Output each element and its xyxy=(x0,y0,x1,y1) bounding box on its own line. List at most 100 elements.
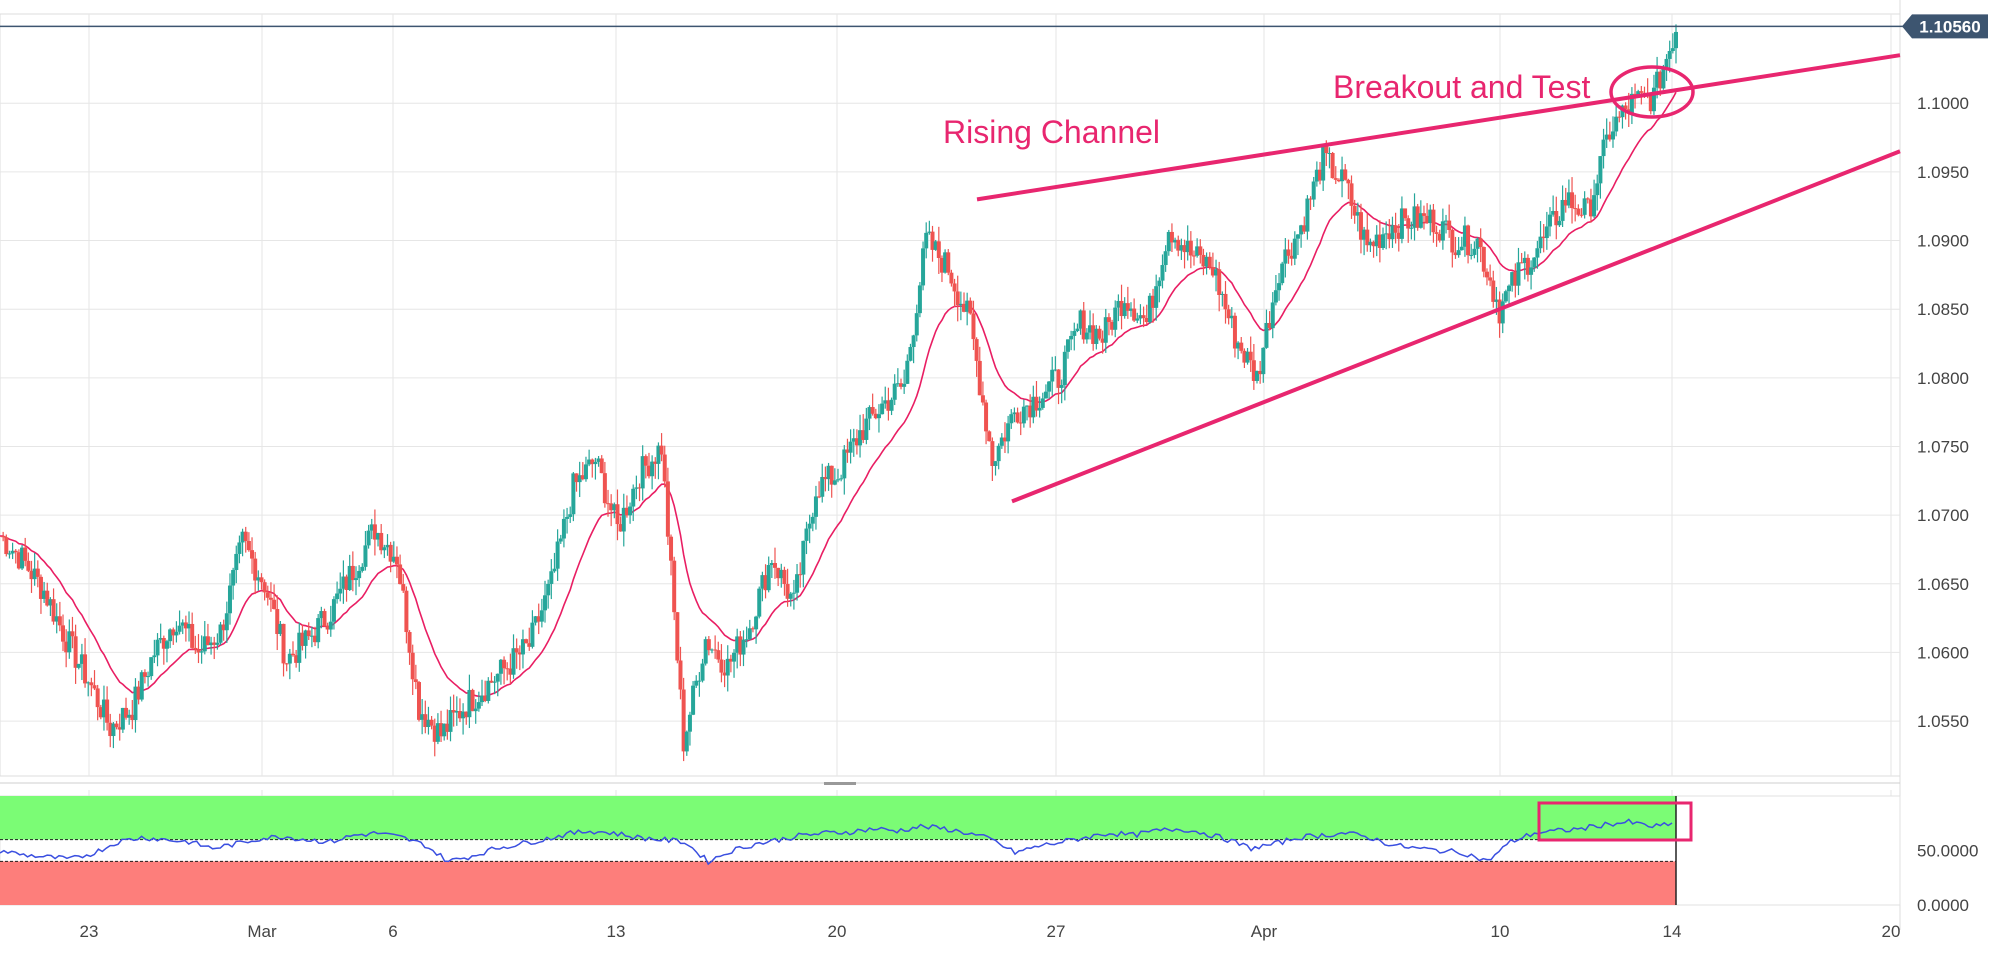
candle-body xyxy=(284,663,289,665)
candle-body xyxy=(631,488,636,507)
candle-body xyxy=(713,649,718,651)
candle-body xyxy=(38,576,43,599)
rising-channel-label: Rising Channel xyxy=(943,114,1160,150)
candle-body xyxy=(1598,156,1603,184)
candle-body xyxy=(788,593,793,599)
candle-body xyxy=(464,711,469,718)
candle-body xyxy=(1406,218,1411,229)
candle-body xyxy=(1295,234,1300,239)
candle-body xyxy=(1428,209,1433,224)
candle-body xyxy=(719,659,724,673)
candle-body xyxy=(234,553,239,571)
candle-body xyxy=(741,639,746,655)
candle-body xyxy=(1601,139,1606,157)
candle-body xyxy=(823,476,828,480)
candle-body xyxy=(795,574,800,593)
candle-body xyxy=(1166,231,1171,252)
candle-body xyxy=(1321,144,1326,181)
candle-body xyxy=(577,475,582,483)
candle-body xyxy=(322,611,327,627)
candle-body xyxy=(7,553,12,555)
candle-body xyxy=(1349,183,1354,206)
candle-body xyxy=(1510,272,1515,286)
candle-body xyxy=(829,465,834,485)
x-tick-label: 20 xyxy=(828,922,847,941)
candle-body xyxy=(1122,303,1127,317)
candle-body xyxy=(1588,199,1593,217)
candle-body xyxy=(524,639,529,644)
candle-body xyxy=(536,616,541,622)
candle-body xyxy=(1532,257,1537,268)
candle-body xyxy=(539,610,544,622)
candle-body xyxy=(13,550,18,553)
candle-body xyxy=(1333,178,1338,180)
candle-body xyxy=(946,252,951,273)
candle-body xyxy=(1258,370,1263,375)
candle-body xyxy=(1034,396,1039,411)
candle-body xyxy=(917,285,922,314)
candle-body xyxy=(209,642,214,646)
candle-body xyxy=(546,583,551,596)
candle-body xyxy=(64,641,69,653)
candle-body xyxy=(309,635,314,637)
candle-body xyxy=(908,347,913,361)
candle-body xyxy=(404,590,409,633)
candle-body xyxy=(4,537,9,555)
candle-body xyxy=(388,544,393,562)
candle-body xyxy=(231,570,236,586)
candle-body xyxy=(212,642,217,645)
candle-body xyxy=(268,597,273,600)
candle-body xyxy=(369,524,374,531)
candle-body xyxy=(1358,212,1363,240)
upper-channel-line xyxy=(976,53,1901,202)
candle-body xyxy=(1538,236,1543,249)
candle-body xyxy=(606,503,611,505)
candle-body xyxy=(1639,91,1644,93)
candle-body xyxy=(1207,256,1212,268)
x-tick-label: Mar xyxy=(247,922,277,941)
gridlines xyxy=(0,0,1901,930)
y-tick-label: 1.0550 xyxy=(1917,712,1969,731)
candle-body xyxy=(360,566,365,571)
candle-body xyxy=(183,622,188,629)
candle-body xyxy=(1475,238,1480,249)
candle-body xyxy=(1393,225,1398,233)
candle-body xyxy=(391,556,396,562)
current-price-tag xyxy=(1902,14,1988,39)
candle-body xyxy=(615,504,620,525)
candle-body xyxy=(993,461,998,466)
candle-body xyxy=(530,622,535,647)
candle-body xyxy=(1125,303,1130,311)
candle-body xyxy=(1069,335,1074,340)
candle-body xyxy=(1255,370,1259,381)
candle-body xyxy=(895,383,900,385)
candle-body xyxy=(246,541,251,551)
candle-body xyxy=(158,638,163,640)
candle-body xyxy=(990,441,995,466)
candle-body xyxy=(1607,134,1612,140)
candle-body xyxy=(1554,211,1559,226)
candle-body xyxy=(429,719,434,726)
candle-body xyxy=(747,628,752,640)
candle-body xyxy=(357,570,362,579)
candle-body xyxy=(243,531,248,542)
candle-body xyxy=(29,570,34,580)
candle-body xyxy=(483,695,488,701)
candle-body xyxy=(1633,93,1638,95)
candle-body xyxy=(1201,254,1206,267)
candle-body xyxy=(1582,198,1587,215)
candle-body xyxy=(108,722,113,737)
candle-body xyxy=(290,653,295,656)
candle-body xyxy=(861,430,866,440)
candle-body xyxy=(760,575,765,589)
candle-body xyxy=(70,631,75,637)
candle-body xyxy=(936,241,941,259)
candle-body xyxy=(306,630,311,637)
candle-body xyxy=(549,571,554,584)
candle-body xyxy=(1210,267,1215,276)
candle-body xyxy=(1226,309,1231,319)
candle-body xyxy=(624,507,629,516)
candle-body xyxy=(987,431,992,442)
candle-body xyxy=(1573,208,1578,210)
candle-body xyxy=(45,590,50,606)
